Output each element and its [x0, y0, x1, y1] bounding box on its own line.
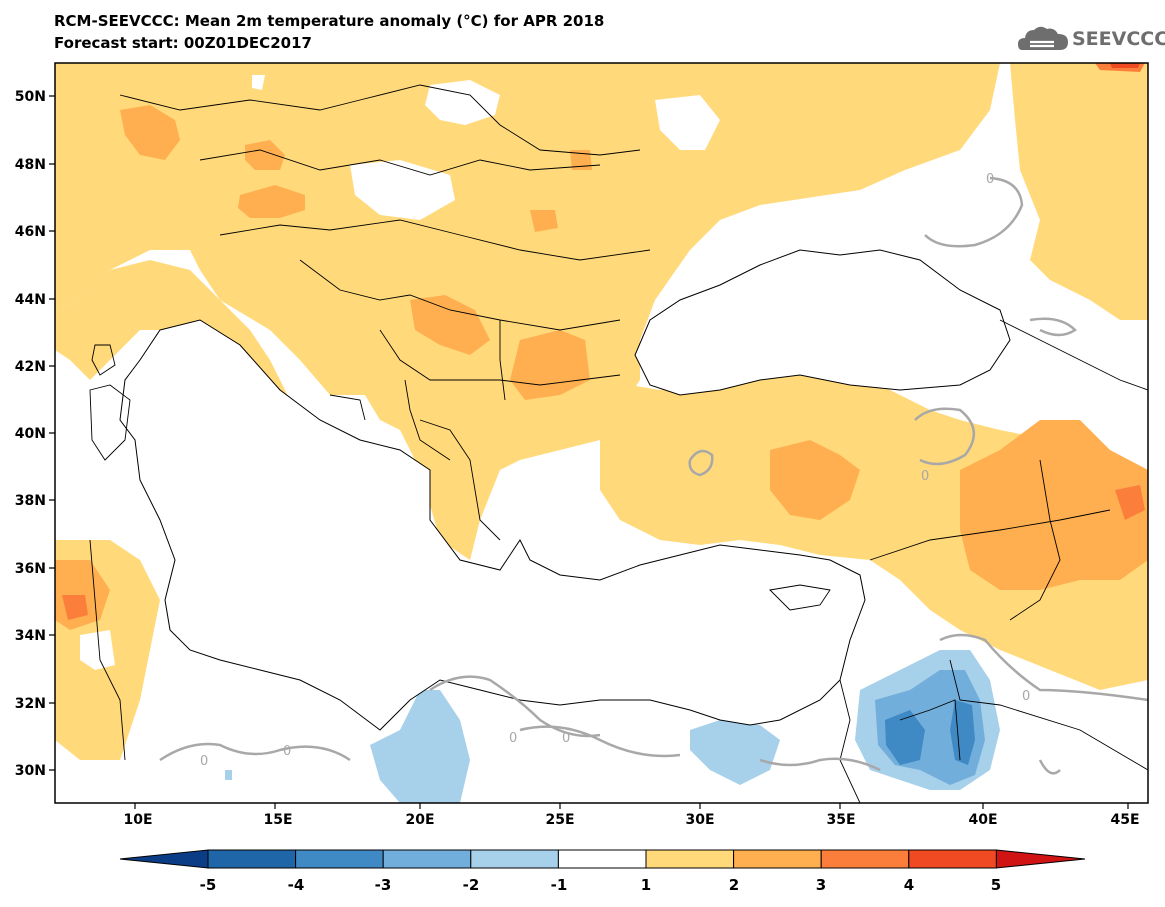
colorbar-label: -3: [375, 876, 392, 894]
colorbar-segment: [295, 849, 384, 869]
lon-label-45e: 45E: [1110, 812, 1139, 828]
colorbar-label: -2: [463, 876, 480, 894]
lon-label-40e: 40E: [968, 812, 997, 828]
map-title: RCM-SEEVCCC: Mean 2m temperature anomaly…: [54, 12, 605, 30]
colorbar-segment: [645, 849, 735, 869]
lat-label-34n: 34N: [15, 628, 46, 644]
zero-contours: [159, 176, 1148, 775]
contour-label: 0: [562, 731, 570, 746]
anomaly-fill-medium: [55, 105, 1148, 630]
lat-label-42n: 42N: [15, 359, 46, 375]
country-borders: [89, 84, 1148, 803]
contour-label: 0: [1022, 689, 1030, 704]
forecast-start-label: Forecast start: 00Z01DEC2017: [54, 34, 312, 52]
lat-label-40n: 40N: [15, 426, 46, 442]
contour-label: 0: [986, 172, 994, 187]
colorbar-segment: [733, 849, 822, 869]
colorbar: [119, 849, 1086, 869]
colorbar-label: -5: [200, 876, 217, 894]
contour-labels: 0 0 0 0 0 0 0: [200, 172, 1030, 769]
colorbar-labels: -5 -4 -3 -2 -1 1 2 3 4 5: [200, 876, 1002, 894]
lon-label-20e: 20E: [405, 812, 434, 828]
colorbar-label: 4: [904, 876, 914, 894]
longitude-labels: 10E 15E 20E 25E 30E 35E 40E 45E: [123, 812, 1139, 828]
lat-label-50n: 50N: [15, 89, 46, 105]
colorbar-segment: [995, 849, 1086, 869]
lon-label-15e: 15E: [263, 812, 292, 828]
lon-label-10e: 10E: [123, 812, 152, 828]
lat-label-44n: 44N: [15, 292, 46, 308]
colorbar-label: 1: [641, 876, 651, 894]
colorbar-label: 3: [816, 876, 826, 894]
colorbar-label: -1: [551, 876, 568, 894]
lat-label-30n: 30N: [15, 763, 46, 779]
contour-label: 0: [283, 744, 291, 759]
colorbar-segment: [382, 849, 472, 869]
colorbar-segment: [908, 849, 997, 869]
colorbar-segment: [557, 849, 647, 869]
contour-label: 0: [509, 731, 517, 746]
contour-label: 0: [200, 754, 208, 769]
latitude-labels: 50N 48N 46N 44N 42N 40N 38N 36N 34N 32N …: [15, 89, 46, 779]
lon-label-30e: 30E: [685, 812, 714, 828]
anomaly-fill-red: [1110, 63, 1140, 68]
colorbar-label: 2: [729, 876, 739, 894]
lat-label-48n: 48N: [15, 157, 46, 173]
colorbar-label: -4: [288, 876, 305, 894]
map-plot-area: [55, 63, 1148, 803]
lon-label-25e: 25E: [545, 812, 574, 828]
lat-label-38n: 38N: [15, 493, 46, 509]
sea-areas: [119, 249, 1011, 731]
colorbar-segment: [470, 849, 559, 869]
colorbar-segment: [207, 849, 297, 869]
lat-label-36n: 36N: [15, 561, 46, 577]
colorbar-label: 5: [991, 876, 1001, 894]
seevccc-cloud-logo-icon: [1018, 26, 1068, 50]
contour-label: 0: [921, 469, 929, 484]
colorbar-segment: [119, 849, 209, 869]
lon-label-35e: 35E: [826, 812, 855, 828]
lat-label-32n: 32N: [15, 696, 46, 712]
logo-text: SEEVCCC: [1072, 28, 1165, 50]
axis-ticks: [49, 95, 1129, 809]
colorbar-segment: [820, 849, 910, 869]
lat-label-46n: 46N: [15, 224, 46, 240]
